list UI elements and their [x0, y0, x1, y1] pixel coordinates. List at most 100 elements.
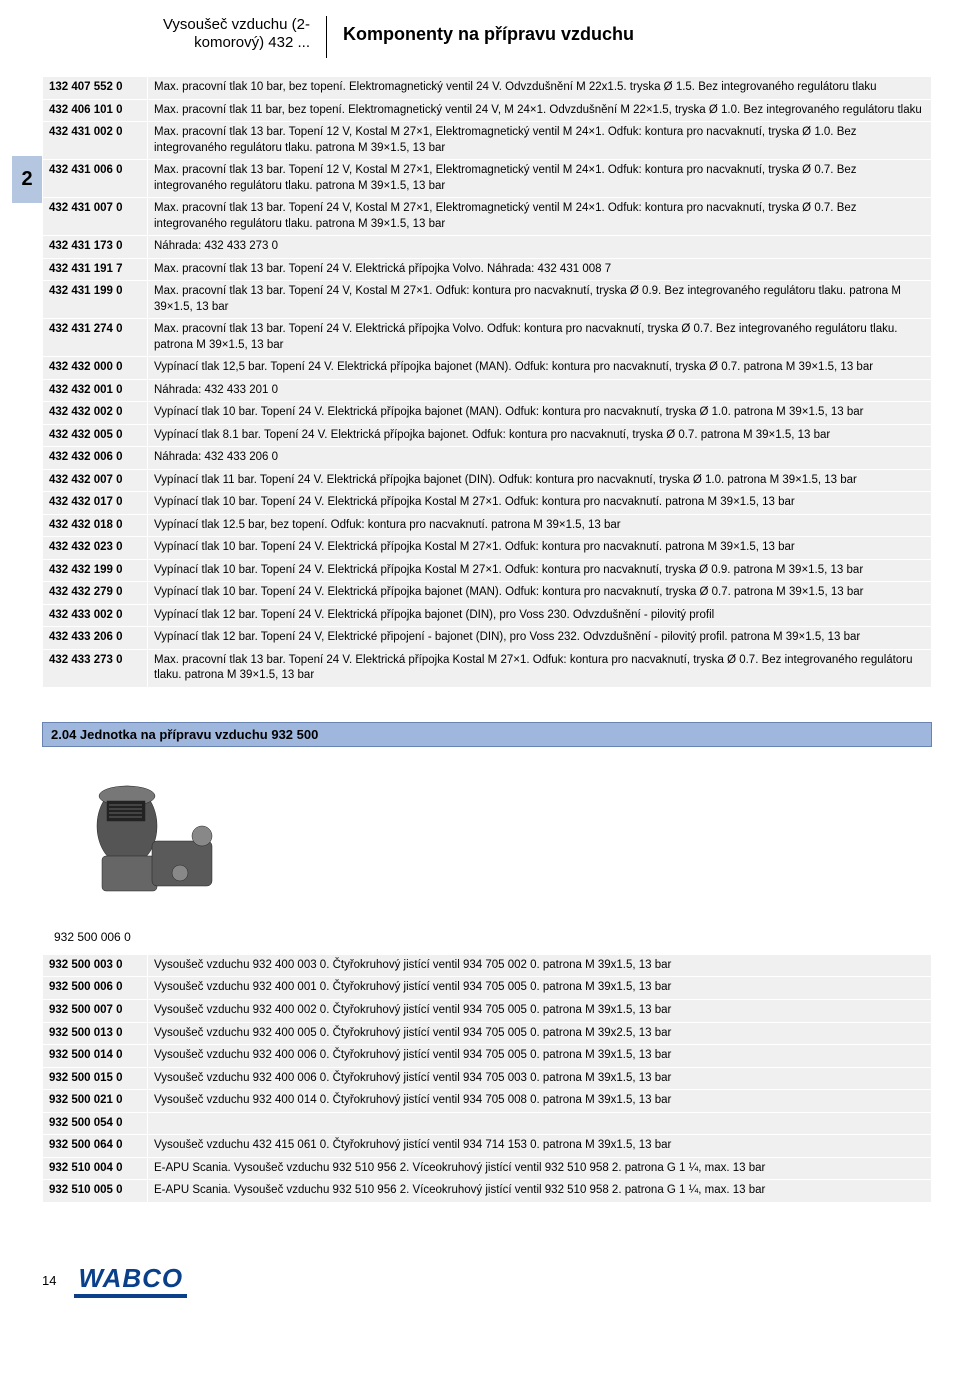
- product-image: [52, 771, 252, 921]
- product-caption: 932 500 006 0: [54, 930, 932, 944]
- part-description: Max. pracovní tlak 13 bar. Topení 24 V. …: [148, 649, 932, 687]
- part-description: E-APU Scania. Vysoušeč vzduchu 932 510 9…: [148, 1157, 932, 1180]
- part-description: Vysoušeč vzduchu 932 400 014 0. Čtyřokru…: [148, 1090, 932, 1113]
- page-header: Vysoušeč vzduchu (2- komorový) 432 ... K…: [102, 16, 932, 58]
- table-row: 432 432 018 0Vypínací tlak 12.5 bar, bez…: [43, 514, 932, 537]
- table-row: 932 500 021 0Vysoušeč vzduchu 932 400 01…: [43, 1090, 932, 1113]
- part-description: Max. pracovní tlak 13 bar. Topení 12 V, …: [148, 160, 932, 198]
- part-code: 432 432 007 0: [43, 469, 148, 492]
- part-code: 432 432 199 0: [43, 559, 148, 582]
- table-row: 432 406 101 0Max. pracovní tlak 11 bar, …: [43, 99, 932, 122]
- part-description: Vysoušeč vzduchu 432 415 061 0. Čtyřokru…: [148, 1135, 932, 1158]
- table-row: 432 431 007 0Max. pracovní tlak 13 bar. …: [43, 198, 932, 236]
- table-row: 432 431 173 0Náhrada: 432 433 273 0: [43, 236, 932, 259]
- table-row: 132 407 552 0Max. pracovní tlak 10 bar, …: [43, 77, 932, 100]
- table-row: 432 432 001 0Náhrada: 432 433 201 0: [43, 379, 932, 402]
- part-description: Vysoušeč vzduchu 932 400 002 0. Čtyřokru…: [148, 999, 932, 1022]
- section-heading: 2.04 Jednotka na přípravu vzduchu 932 50…: [42, 722, 932, 747]
- part-code: 932 500 013 0: [43, 1022, 148, 1045]
- table-row: 432 431 006 0Max. pracovní tlak 13 bar. …: [43, 160, 932, 198]
- part-description: Vypínací tlak 10 bar. Topení 24 V. Elekt…: [148, 402, 932, 425]
- part-description: Max. pracovní tlak 11 bar, bez topení. E…: [148, 99, 932, 122]
- part-description: Náhrada: 432 433 206 0: [148, 447, 932, 470]
- table-row: 432 433 273 0Max. pracovní tlak 13 bar. …: [43, 649, 932, 687]
- part-code: 932 500 006 0: [43, 977, 148, 1000]
- part-code: 432 431 199 0: [43, 281, 148, 319]
- part-code: 432 432 000 0: [43, 357, 148, 380]
- part-description: Vypínací tlak 10 bar. Topení 24 V. Elekt…: [148, 492, 932, 515]
- table-row: 932 500 064 0Vysoušeč vzduchu 432 415 06…: [43, 1135, 932, 1158]
- table-row: 932 500 014 0Vysoušeč vzduchu 932 400 00…: [43, 1045, 932, 1068]
- part-code: 432 432 006 0: [43, 447, 148, 470]
- table-row: 432 432 000 0Vypínací tlak 12,5 bar. Top…: [43, 357, 932, 380]
- table-row: 432 432 017 0Vypínací tlak 10 bar. Topen…: [43, 492, 932, 515]
- table-row: 932 500 007 0Vysoušeč vzduchu 932 400 00…: [43, 999, 932, 1022]
- part-description: Vypínací tlak 12,5 bar. Topení 24 V. Ele…: [148, 357, 932, 380]
- part-description: Vypínací tlak 10 bar. Topení 24 V. Elekt…: [148, 537, 932, 560]
- part-description: Max. pracovní tlak 13 bar. Topení 24 V, …: [148, 198, 932, 236]
- table-row: 932 500 006 0Vysoušeč vzduchu 932 400 00…: [43, 977, 932, 1000]
- part-code: 132 407 552 0: [43, 77, 148, 100]
- part-code: 432 406 101 0: [43, 99, 148, 122]
- part-description: Náhrada: 432 433 273 0: [148, 236, 932, 259]
- product-image-block: 932 500 006 0: [42, 757, 932, 954]
- table-row: 432 431 191 7Max. pracovní tlak 13 bar. …: [43, 258, 932, 281]
- part-code: 932 500 007 0: [43, 999, 148, 1022]
- part-code: 432 433 206 0: [43, 627, 148, 650]
- part-code: 932 510 004 0: [43, 1157, 148, 1180]
- header-left-line2: komorový) 432 ...: [194, 34, 310, 51]
- part-code: 432 432 279 0: [43, 582, 148, 605]
- part-description: Max. pracovní tlak 13 bar. Topení 24 V. …: [148, 258, 932, 281]
- part-code: 432 431 002 0: [43, 122, 148, 160]
- part-code: 432 431 006 0: [43, 160, 148, 198]
- table-row: 932 510 005 0E-APU Scania. Vysoušeč vzdu…: [43, 1180, 932, 1203]
- page-number: 14: [42, 1273, 56, 1288]
- table-row: 932 510 004 0E-APU Scania. Vysoušeč vzdu…: [43, 1157, 932, 1180]
- table-row: 432 432 006 0Náhrada: 432 433 206 0: [43, 447, 932, 470]
- header-right: Komponenty na přípravu vzduchu: [331, 16, 634, 45]
- page-footer: 14 WABCO: [42, 1263, 932, 1298]
- header-left-line1: Vysoušeč vzduchu (2-: [163, 16, 310, 33]
- table-row: 432 432 002 0Vypínací tlak 10 bar. Topen…: [43, 402, 932, 425]
- part-description: Max. pracovní tlak 13 bar. Topení 12 V, …: [148, 122, 932, 160]
- part-description: Vysoušeč vzduchu 932 400 001 0. Čtyřokru…: [148, 977, 932, 1000]
- part-description: Vypínací tlak 10 bar. Topení 24 V. Elekt…: [148, 582, 932, 605]
- part-description: Vypínací tlak 8.1 bar. Topení 24 V. Elek…: [148, 424, 932, 447]
- header-left: Vysoušeč vzduchu (2- komorový) 432 ...: [102, 16, 322, 52]
- part-description: Vysoušeč vzduchu 932 400 006 0. Čtyřokru…: [148, 1067, 932, 1090]
- table-row: 932 500 013 0Vysoušeč vzduchu 932 400 00…: [43, 1022, 932, 1045]
- part-code: 432 432 005 0: [43, 424, 148, 447]
- table-row: 432 432 023 0Vypínací tlak 10 bar. Topen…: [43, 537, 932, 560]
- table-row: 432 432 199 0Vypínací tlak 10 bar. Topen…: [43, 559, 932, 582]
- part-description: Vypínací tlak 11 bar. Topení 24 V. Elekt…: [148, 469, 932, 492]
- part-code: 932 500 054 0: [43, 1112, 148, 1135]
- part-description: Max. pracovní tlak 13 bar. Topení 24 V. …: [148, 319, 932, 357]
- part-description: Vysoušeč vzduchu 932 400 005 0. Čtyřokru…: [148, 1022, 932, 1045]
- part-code: 932 500 014 0: [43, 1045, 148, 1068]
- part-description: Vypínací tlak 10 bar. Topení 24 V. Elekt…: [148, 559, 932, 582]
- brand-logo: WABCO: [74, 1263, 187, 1298]
- part-description: Vysoušeč vzduchu 932 400 006 0. Čtyřokru…: [148, 1045, 932, 1068]
- table-row: 932 500 054 0: [43, 1112, 932, 1135]
- part-description: Max. pracovní tlak 13 bar. Topení 24 V, …: [148, 281, 932, 319]
- table-row: 432 431 199 0Max. pracovní tlak 13 bar. …: [43, 281, 932, 319]
- part-code: 432 431 191 7: [43, 258, 148, 281]
- part-description: Vypínací tlak 12 bar. Topení 24 V. Elekt…: [148, 604, 932, 627]
- table-row: 432 433 002 0Vypínací tlak 12 bar. Topen…: [43, 604, 932, 627]
- header-divider: [326, 16, 327, 58]
- part-description: Vysoušeč vzduchu 932 400 003 0. Čtyřokru…: [148, 954, 932, 977]
- table-row: 432 432 007 0Vypínací tlak 11 bar. Topen…: [43, 469, 932, 492]
- part-code: 932 510 005 0: [43, 1180, 148, 1203]
- part-code: 432 431 173 0: [43, 236, 148, 259]
- table-row: 432 433 206 0Vypínací tlak 12 bar. Topen…: [43, 627, 932, 650]
- table-row: 432 431 274 0Max. pracovní tlak 13 bar. …: [43, 319, 932, 357]
- part-description: Vypínací tlak 12 bar. Topení 24 V, Elekt…: [148, 627, 932, 650]
- part-code: 432 432 018 0: [43, 514, 148, 537]
- table-row: 432 432 005 0Vypínací tlak 8.1 bar. Tope…: [43, 424, 932, 447]
- part-code: 432 432 017 0: [43, 492, 148, 515]
- part-code: 932 500 015 0: [43, 1067, 148, 1090]
- part-description: Náhrada: 432 433 201 0: [148, 379, 932, 402]
- table-row: 432 431 002 0Max. pracovní tlak 13 bar. …: [43, 122, 932, 160]
- part-description: [148, 1112, 932, 1135]
- part-code: 432 433 273 0: [43, 649, 148, 687]
